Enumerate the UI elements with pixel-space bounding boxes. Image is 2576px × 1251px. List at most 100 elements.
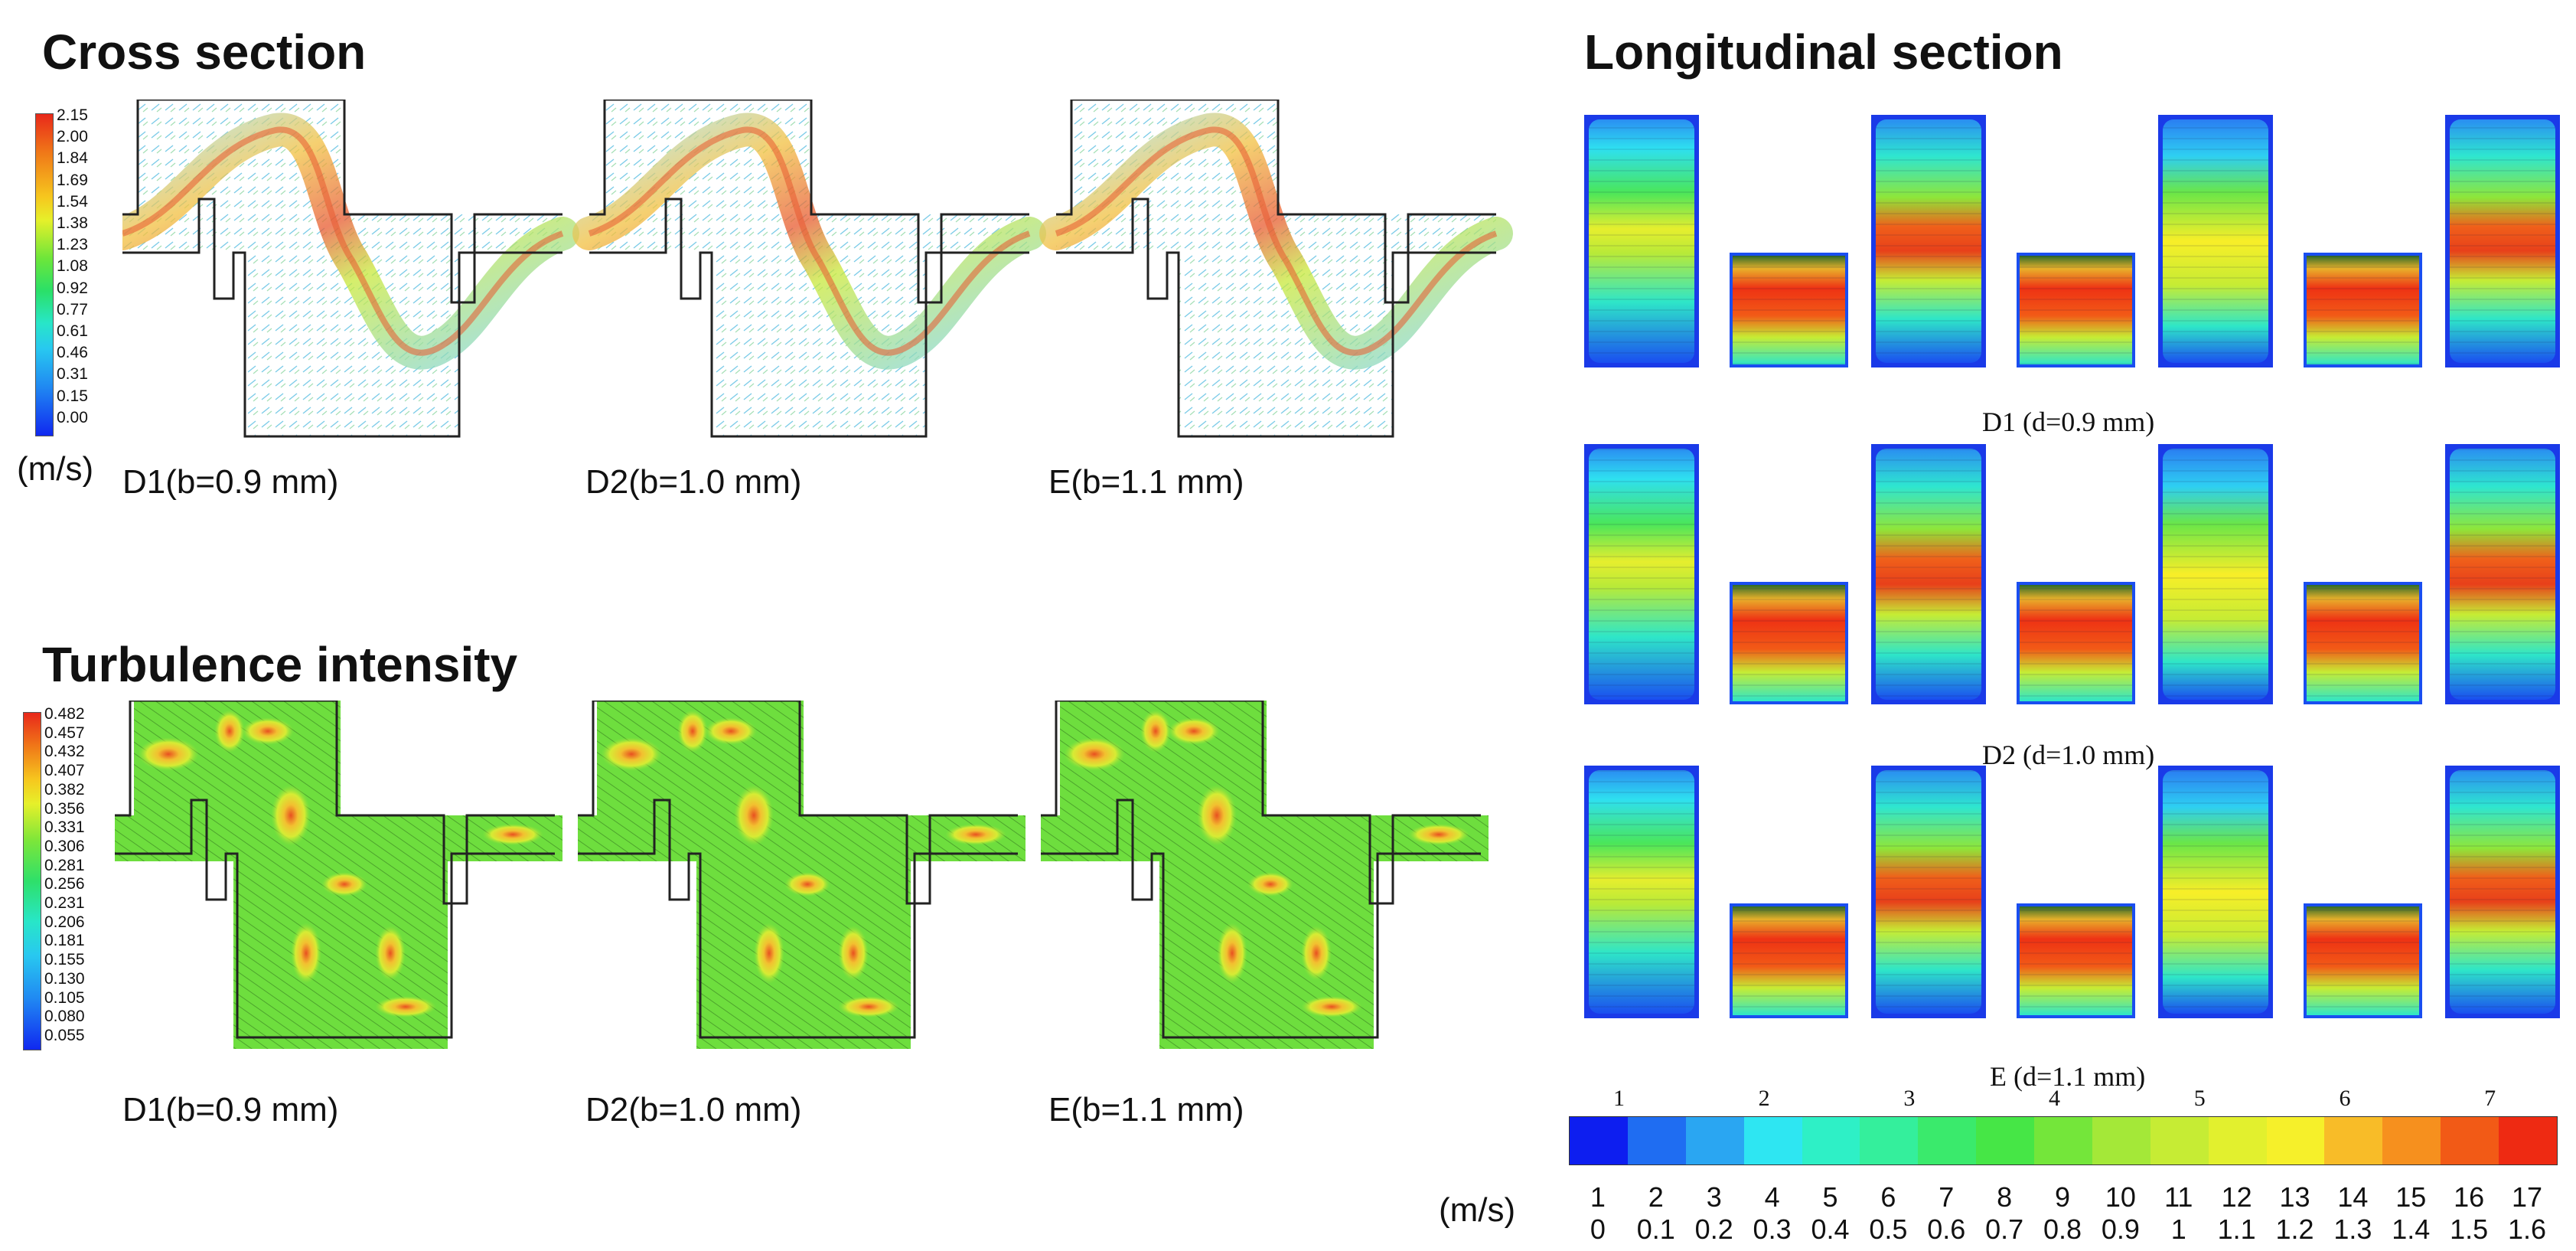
turbulence-legend-tick: 0.382 [44,780,85,799]
colorbar-top-label: 4 [2049,1086,2061,1111]
colorbar-level-label: 4 [1764,1181,1780,1213]
colorbar-value-label: 1.4 [2392,1213,2431,1245]
colorbar-level-label: 11 [2164,1181,2193,1213]
turbulence-legend-tick: 0.206 [44,913,85,931]
turbulence-legend-tick: 0.457 [44,723,85,742]
colorbar-top-label: 5 [2193,1086,2206,1111]
colorbar-level-label: 14 [2337,1181,2369,1213]
colorbar-top-label: 6 [2339,1086,2351,1111]
colorbar-level-label: 1 [1590,1181,1606,1213]
colorbar-swatch [1976,1117,2034,1164]
cross-section-title: Cross section [42,24,367,80]
velocity-legend-tick: 1.69 [57,171,88,189]
velocity-legend-tick: 0.31 [57,365,88,384]
turbulence-legend-tick: 0.080 [44,1008,85,1026]
turbulence-legend-bar [23,712,41,1050]
turbulence-legend-tick: 0.331 [44,818,85,837]
velocity-legend-tick: 2.00 [57,128,88,146]
colorbar-swatch [1918,1117,1977,1164]
colorbar-level-label: 7 [1939,1181,1955,1213]
colorbar-value-label: 0.4 [1811,1213,1850,1245]
velocity-legend-bar [35,113,54,436]
longitudinal-row [1584,115,2560,367]
turbulence-legend-tick: 0.407 [44,762,85,780]
colorbar-swatch [1743,1117,1802,1164]
velocity-legend-tick: 1.38 [57,214,88,232]
longitudinal-row [1584,444,2560,704]
colorbar-level-label: 15 [2395,1181,2427,1213]
turbulence-legend-tick: 0.181 [44,932,85,950]
colorbar-swatch [2150,1117,2209,1164]
colorbar-level-label: 6 [1880,1181,1896,1213]
cross-panel [122,100,579,438]
turb-panel-label-d2: D2(b=1.0 mm) [585,1091,802,1129]
longitudinal-row [1584,766,2560,1018]
colorbar-swatch [1685,1117,1744,1164]
colorbar-level-label: 13 [2279,1181,2310,1213]
turb-panel-label-e: E(b=1.1 mm) [1048,1091,1244,1129]
colorbar-level-label: 12 [2221,1181,2252,1213]
turbulence-panel [115,701,562,1049]
colorbar-level-label: 9 [2054,1181,2071,1213]
colorbar-value-label: 0.8 [2043,1213,2082,1245]
velocity-legend-tick: 0.77 [57,300,88,318]
velocity-legend-tick: 1.84 [57,149,88,168]
turbulence-legend-tick: 0.130 [44,969,85,988]
colorbar-value-label: 1.2 [2275,1213,2314,1245]
velocity-legend-tick: 0.46 [57,344,88,362]
long-row-label-d1: D1 (d=0.9 mm) [1982,407,2155,437]
turbulence-panels [115,701,1489,1049]
velocity-legend-tick: 1.23 [57,236,88,254]
colorbar-swatch [1802,1117,1860,1164]
turbulence-title: Turbulence intensity [42,637,518,692]
colorbar-value-label: 1.5 [2450,1213,2489,1245]
colorbar-swatch [2266,1117,2325,1164]
colorbar-value-label: 1.3 [2333,1213,2372,1245]
colorbar-value-label: 0.7 [1985,1213,2024,1245]
turbulence-legend-tick: 0.155 [44,951,85,969]
long-row-label-e: E (d=1.1 mm) [1990,1061,2146,1092]
longitudinal-panels [1584,115,2560,1018]
colorbar-swatch [2382,1117,2441,1164]
turbulence-panel [578,701,1026,1049]
colorbar-top-label: 2 [1758,1086,1770,1111]
colorbar-value-label: 0.1 [1636,1213,1675,1245]
turbulence-legend-tick: 0.432 [44,743,85,761]
colorbar-top-label: 3 [1903,1086,1916,1111]
colorbar-swatch [2208,1117,2267,1164]
colorbar-level-label: 8 [1997,1181,2013,1213]
colorbar-level-label: 2 [1648,1181,1664,1213]
colorbar-value-label: 0.3 [1753,1213,1792,1245]
colorbar-value-label: 0.9 [2101,1213,2140,1245]
velocity-legend-tick: 2.15 [57,106,88,124]
turbulence-legend-tick: 0.482 [44,705,85,723]
turb-panel-label-d1: D1(b=0.9 mm) [122,1091,339,1129]
cross-panel-label-d2: D2(b=1.0 mm) [585,463,802,501]
velocity-legend-tick: 1.54 [57,192,88,211]
velocity-legend-tick: 1.08 [57,257,88,276]
turbulence-legend-tick: 0.105 [44,988,85,1007]
turbulence-legend-tick: 0.306 [44,837,85,855]
cross-section-panels [122,100,1513,438]
cross-panel-label-e: E(b=1.1 mm) [1048,463,1244,501]
longitudinal-title: Longitudinal section [1584,24,2063,80]
colorbar-top-label: 1 [1612,1086,1625,1111]
colorbar-level-label: 3 [1706,1181,1722,1213]
colorbar-level-label: 10 [2105,1181,2136,1213]
turbulence-legend-tick: 0.231 [44,894,85,912]
turbulence-panel [1041,701,1489,1049]
turbulence-legend-tick: 0.256 [44,875,85,893]
colorbar-value-label: 1.1 [2217,1213,2256,1245]
colorbar-value-label: 0.2 [1694,1213,1733,1245]
colorbar-value-label: 0.5 [1869,1213,1908,1245]
colorbar-swatch [2441,1117,2499,1164]
colorbar-swatch [1570,1117,1628,1164]
cross-panel-label-d1: D1(b=0.9 mm) [122,463,339,501]
velocity-legend-tick: 0.15 [57,387,88,405]
colorbar-level-label: 17 [2512,1181,2543,1213]
colorbar-value-label: 1 [2170,1213,2186,1245]
colorbar-value-label: 0.6 [1927,1213,1966,1245]
colorbar-swatch [2092,1117,2150,1164]
cross-unit-label: (m/s) [17,450,94,488]
